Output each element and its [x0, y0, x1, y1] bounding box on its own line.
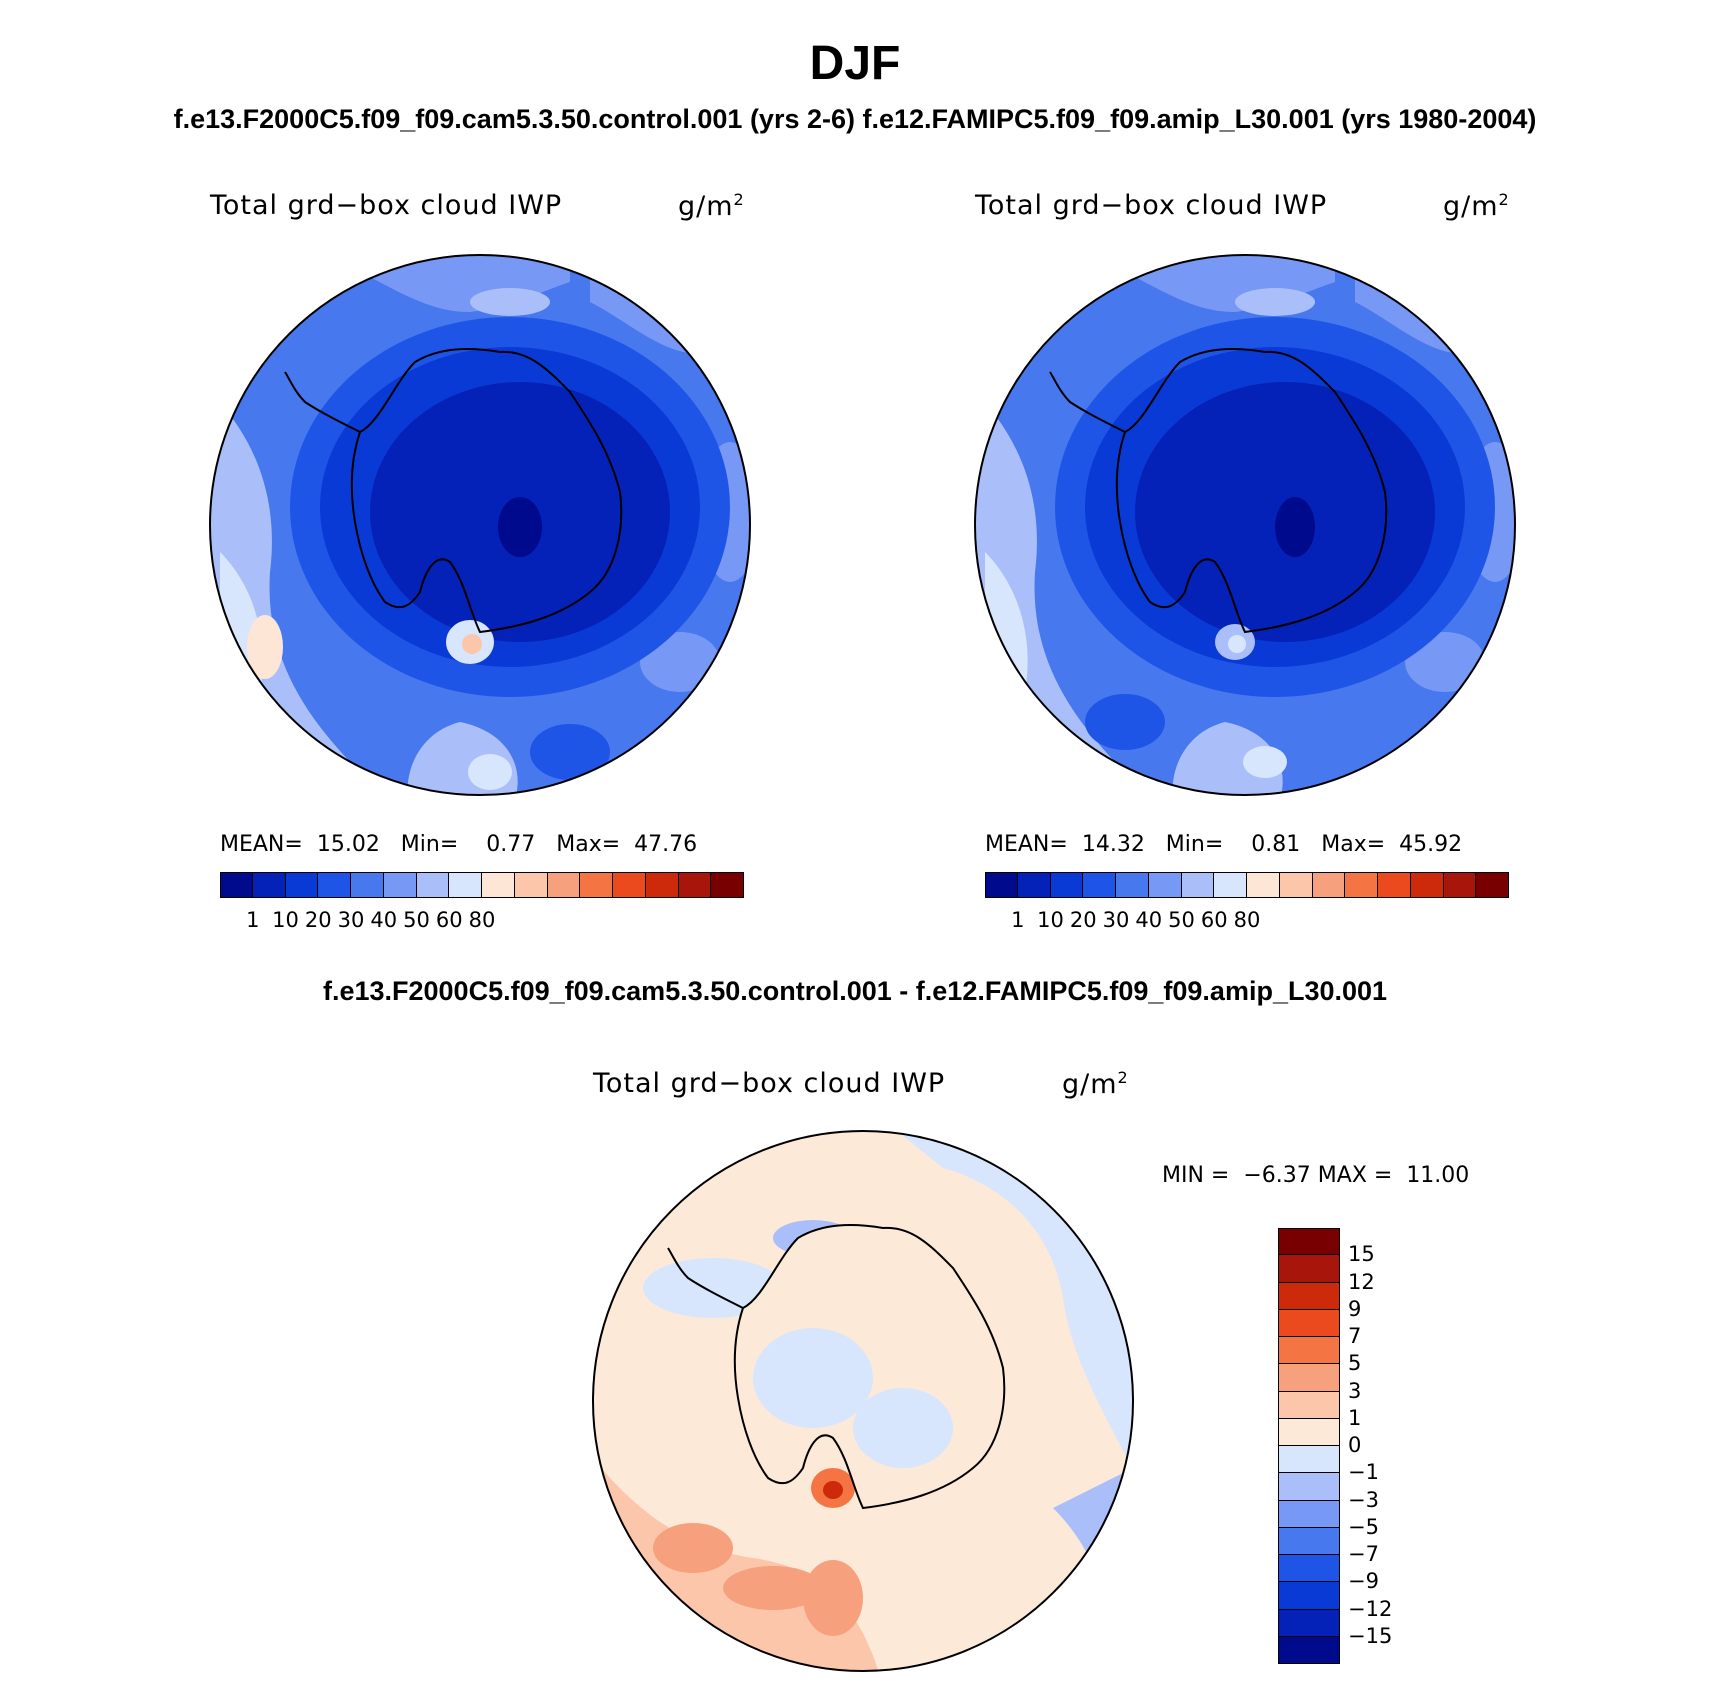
colorbar-tick-label: 50	[403, 908, 430, 932]
colorbar-swatch	[1410, 872, 1444, 898]
colorbar-swatch	[547, 872, 581, 898]
difference-title: f.e13.F2000C5.f09_f09.cam5.3.50.control.…	[322, 976, 1388, 1006]
colorbar-tick-label: 50	[1168, 908, 1195, 932]
colorbar-tick-label: −12	[1348, 1596, 1393, 1621]
colorbar-tick-label: 1	[1348, 1405, 1362, 1430]
colorbar-tick-label: 60	[1200, 908, 1228, 932]
colorbar-swatch	[985, 872, 1018, 898]
panel1-stats: MEAN= 15.02 Min= 0.77 Max= 47.76	[220, 832, 698, 857]
colorbar-swatch	[1214, 872, 1247, 898]
colorbar-swatch	[1278, 1364, 1340, 1392]
colorbar-swatch	[252, 872, 286, 898]
colorbar-swatch	[220, 872, 253, 898]
colorbar-swatch	[1278, 1391, 1340, 1419]
colorbar-swatch	[1278, 1418, 1340, 1446]
colorbar-tick-label: 9	[1348, 1296, 1362, 1321]
colorbar-tick-label: 40	[370, 908, 398, 932]
colorbar-swatch	[1278, 1473, 1340, 1501]
colorbar-swatch	[711, 872, 744, 898]
colorbar-tick-label: 40	[1135, 908, 1163, 932]
colorbar-swatch	[351, 872, 384, 898]
colorbar-swatch	[1278, 1609, 1340, 1637]
colorbar-swatch	[1279, 872, 1313, 898]
colorbar-tick-label: 10	[1037, 908, 1064, 932]
difference-colorbar	[1278, 1228, 1340, 1664]
colorbar-tick-label: 10	[272, 908, 299, 932]
colorbar-tick-label: 7	[1348, 1324, 1362, 1348]
colorbar-tick-label: −5	[1348, 1514, 1379, 1539]
colorbar-tick-label: 20	[304, 908, 332, 932]
colorbar-tick-label: 30	[1102, 908, 1130, 932]
colorbar-swatch	[318, 872, 351, 898]
colorbar-swatch	[1278, 1282, 1340, 1310]
panel2-variable-label: Total grd−box cloud IWP	[975, 190, 1328, 221]
colorbar-swatch	[1181, 872, 1215, 898]
difference-colorbar-labels: 15 12 9 7 5 3 1 0 −1 −3 −5 −7 −9 −12 −15	[1348, 1228, 1428, 1664]
colorbar-swatch	[1278, 1228, 1340, 1256]
colorbar-swatch	[1278, 1337, 1340, 1365]
panel2-units-label: g/m2	[1443, 190, 1510, 222]
colorbar-swatch	[1247, 872, 1280, 898]
difference-variable-label: Total grd−box cloud IWP	[593, 1068, 946, 1099]
colorbar-tick-label: 20	[1069, 908, 1097, 932]
colorbar-swatch	[645, 872, 679, 898]
colorbar-swatch	[1476, 872, 1509, 898]
colorbar-tick-label: 60	[435, 908, 463, 932]
panel2-colorbar-labels: 1 10 20 30 40 50 60 80	[985, 908, 1509, 938]
colorbar-swatch	[1278, 1555, 1340, 1583]
colorbar-swatch	[1148, 872, 1182, 898]
colorbar-swatch	[482, 872, 515, 898]
panel1-units-label: g/m2	[678, 190, 745, 222]
colorbar-tick-label: −9	[1348, 1569, 1379, 1594]
colorbar-tick-label: 0	[1348, 1433, 1362, 1457]
colorbar-swatch	[1116, 872, 1149, 898]
colorbar-tick-label: −15	[1348, 1623, 1393, 1648]
colorbar-swatch	[1278, 1255, 1340, 1283]
colorbar-swatch	[1312, 872, 1346, 898]
colorbar-swatch	[1278, 1446, 1340, 1474]
colorbar-tick-label: 12	[1348, 1269, 1375, 1294]
difference-polar-map	[592, 1130, 1134, 1672]
colorbar-swatch	[678, 872, 712, 898]
colorbar-swatch	[1378, 872, 1411, 898]
colorbar-tick-label: 3	[1348, 1378, 1362, 1403]
colorbar-swatch	[1345, 872, 1378, 898]
panel2-stats: MEAN= 14.32 Min= 0.81 Max= 45.92	[985, 832, 1463, 857]
colorbar-tick-label: 80	[1233, 908, 1261, 932]
panel1-colorbar-labels: 1 10 20 30 40 50 60 80	[220, 908, 744, 938]
colorbar-swatch	[613, 872, 646, 898]
colorbar-swatch	[1017, 872, 1051, 898]
colorbar-tick-label: 5	[1348, 1351, 1362, 1376]
panel1-colorbar	[220, 872, 744, 898]
colorbar-swatch	[285, 872, 319, 898]
difference-stats: MIN = −6.37 MAX = 11.00	[1162, 1163, 1470, 1188]
colorbar-tick-label: 30	[337, 908, 365, 932]
colorbar-swatch	[514, 872, 548, 898]
panel2-polar-map	[974, 254, 1516, 796]
colorbar-swatch	[1083, 872, 1116, 898]
colorbar-swatch	[383, 872, 417, 898]
difference-units-label: g/m2	[1062, 1068, 1129, 1100]
colorbar-swatch	[1443, 872, 1477, 898]
colorbar-tick-label: −1	[1348, 1460, 1379, 1485]
colorbar-tick-label: −3	[1348, 1487, 1379, 1512]
colorbar-tick-label: 1	[1011, 908, 1025, 932]
colorbar-swatch	[1278, 1500, 1340, 1528]
colorbar-swatch	[1278, 1582, 1340, 1610]
colorbar-tick-label: 15	[1348, 1242, 1375, 1267]
colorbar-swatch	[1278, 1527, 1340, 1555]
panel2-colorbar	[985, 872, 1509, 898]
panel1-variable-label: Total grd−box cloud IWP	[210, 190, 563, 221]
colorbar-swatch	[1050, 872, 1084, 898]
colorbar-swatch	[416, 872, 450, 898]
main-title: DJF	[809, 37, 901, 90]
colorbar-tick-label: 1	[246, 908, 260, 932]
colorbar-swatch	[580, 872, 613, 898]
panel1-polar-map	[209, 254, 751, 796]
colorbar-swatch	[1278, 1309, 1340, 1337]
case-subtitle: f.e13.F2000C5.f09_f09.cam5.3.50.control.…	[173, 104, 1537, 134]
colorbar-swatch	[449, 872, 482, 898]
colorbar-tick-label: −7	[1348, 1542, 1379, 1566]
colorbar-tick-label: 80	[468, 908, 496, 932]
